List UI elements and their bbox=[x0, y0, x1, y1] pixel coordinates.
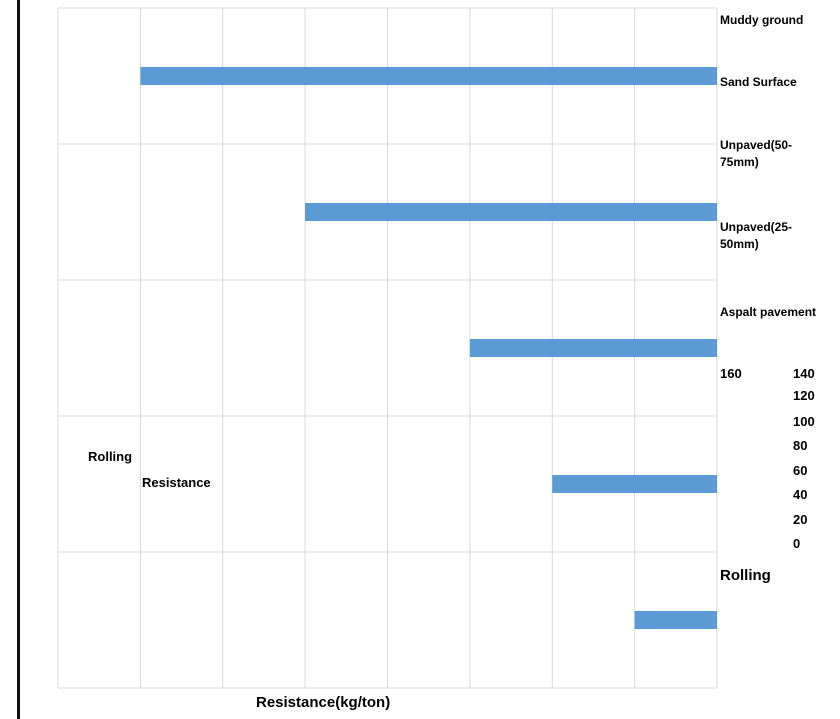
category-label-sand-surface: Sand Surface bbox=[720, 75, 797, 89]
tick-label-100: 100 bbox=[793, 414, 815, 429]
tick-label-160: 160 bbox=[720, 366, 742, 381]
category-label-aspalt-pavement: Aspalt pavement bbox=[720, 305, 817, 319]
bar-muddy-ground bbox=[140, 67, 717, 85]
tick-label-20: 20 bbox=[793, 512, 808, 527]
left-border-rule bbox=[17, 0, 20, 719]
tick-label-40: 40 bbox=[793, 487, 808, 502]
bar-unpaved-50-75mm bbox=[469, 339, 717, 357]
category-label-unpaved-25-50: Unpaved(25- 50mm) bbox=[720, 220, 793, 251]
gridlines bbox=[57, 7, 718, 689]
bar-unpaved-25-50mm bbox=[552, 475, 717, 493]
x-axis-title-part-2: Resistance(kg/ton) bbox=[256, 694, 391, 711]
tick-label-0: 0 bbox=[793, 536, 801, 551]
tick-label-140: 140 bbox=[793, 366, 815, 381]
tick-label-80: 80 bbox=[793, 438, 808, 453]
bars-group bbox=[140, 67, 717, 629]
y-axis-title-part-2: Resistance bbox=[142, 475, 211, 490]
tick-label-120: 120 bbox=[793, 388, 815, 403]
category-label-muddy-ground: Muddy ground bbox=[720, 13, 804, 27]
y-axis-title-part-1: Rolling bbox=[88, 449, 133, 464]
tick-label-60: 60 bbox=[793, 463, 808, 478]
category-label-unpaved-50-75: Unpaved(50- 75mm) bbox=[720, 138, 793, 169]
x-axis-title-part-1: Rolling bbox=[720, 567, 771, 584]
bar-sand-surface bbox=[305, 203, 717, 221]
bar-aspalt-pavement bbox=[634, 611, 717, 629]
